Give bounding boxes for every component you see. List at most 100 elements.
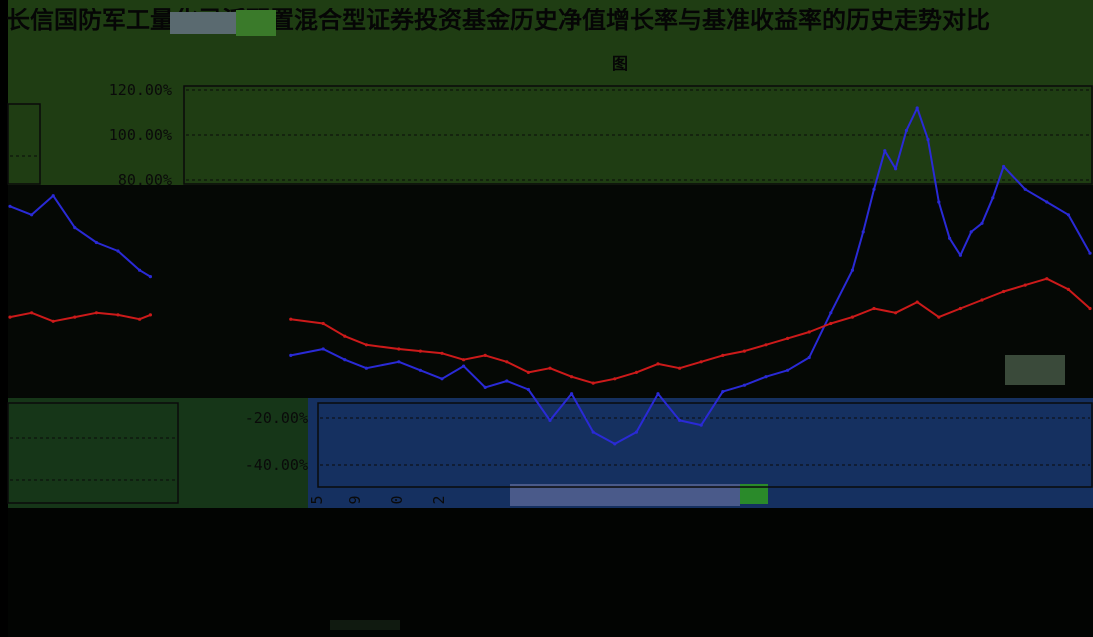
legend-frame-left <box>7 103 41 185</box>
data-point <box>343 334 347 338</box>
data-point <box>591 430 595 434</box>
data-point <box>948 236 952 240</box>
x-tick-label: 9 <box>346 495 364 504</box>
artifact-block <box>236 10 276 36</box>
data-point <box>786 368 790 372</box>
data-point <box>440 377 444 381</box>
data-point <box>1002 289 1006 294</box>
data-point <box>1088 251 1092 255</box>
data-point <box>8 204 12 208</box>
data-point <box>289 317 293 321</box>
data-point <box>656 392 660 396</box>
data-point <box>1088 306 1092 311</box>
data-point <box>699 423 703 427</box>
data-point <box>613 377 617 381</box>
data-point <box>483 353 487 357</box>
data-point <box>861 230 865 234</box>
data-point <box>991 196 995 200</box>
data-point <box>343 358 347 362</box>
data-point <box>548 366 552 370</box>
data-point <box>462 364 466 368</box>
data-point <box>289 353 293 357</box>
data-point <box>980 298 984 302</box>
chart-title-line-2: 图 <box>612 54 629 73</box>
series-line <box>290 107 1091 445</box>
data-point <box>94 311 98 315</box>
data-point <box>829 311 833 315</box>
data-point <box>116 313 120 317</box>
data-point <box>1023 283 1027 287</box>
data-point <box>894 311 898 315</box>
data-point <box>8 315 12 319</box>
data-point <box>1045 277 1049 281</box>
left-edge-strip <box>0 0 8 637</box>
data-point <box>397 360 401 364</box>
data-point <box>321 321 325 326</box>
y-tick-label: -40.00% <box>245 456 308 474</box>
data-point <box>526 387 531 392</box>
data-point <box>418 349 422 353</box>
data-point <box>1045 200 1049 204</box>
data-point <box>94 240 98 245</box>
data-point <box>116 249 120 253</box>
series-line <box>9 194 151 278</box>
data-point <box>958 253 963 257</box>
data-point <box>850 315 855 319</box>
data-point <box>51 319 55 323</box>
data-point <box>786 336 790 340</box>
data-point <box>1066 213 1070 217</box>
data-point <box>742 383 747 387</box>
data-point <box>656 362 660 366</box>
data-point <box>148 275 152 279</box>
artifact-block <box>510 484 740 506</box>
data-point <box>364 366 368 370</box>
data-point <box>764 375 768 379</box>
data-point <box>634 370 639 374</box>
data-point <box>872 187 876 191</box>
plot-background-lower-left <box>8 398 308 508</box>
y-tick-label: 80.00% <box>118 171 172 189</box>
y-tick-label: 120.00% <box>109 81 172 99</box>
plot-frame-upper <box>183 85 1093 185</box>
data-point <box>764 343 768 347</box>
data-point <box>883 149 887 153</box>
data-point <box>969 230 973 234</box>
y-tick-label: 100.00% <box>109 126 172 144</box>
data-point <box>937 315 941 319</box>
artifact-block <box>1005 355 1065 385</box>
data-point <box>570 392 574 396</box>
data-point <box>634 430 639 434</box>
plot-background-bottom <box>8 508 1093 637</box>
data-point <box>678 418 682 422</box>
data-point <box>613 442 617 446</box>
data-point <box>591 381 595 385</box>
artifact-block <box>330 620 400 630</box>
data-point <box>148 313 152 317</box>
x-tick-label: 2 <box>430 495 448 504</box>
data-point <box>73 226 77 230</box>
data-point <box>937 200 941 204</box>
data-point <box>505 360 509 364</box>
data-point <box>30 213 34 217</box>
data-point <box>807 330 811 334</box>
data-point <box>721 353 725 357</box>
data-point <box>850 268 855 272</box>
data-point <box>548 418 552 422</box>
data-point <box>138 317 142 321</box>
data-point <box>926 137 930 142</box>
data-point <box>980 221 984 225</box>
data-point <box>699 360 703 364</box>
data-point <box>397 347 401 351</box>
data-point <box>958 306 963 311</box>
plot-frame-lower <box>317 402 1093 488</box>
data-point <box>1002 164 1006 169</box>
data-point <box>721 390 725 394</box>
data-point <box>462 358 466 362</box>
artifact-block <box>740 484 768 504</box>
data-point <box>915 300 919 304</box>
data-point <box>364 343 368 347</box>
data-point <box>678 366 682 370</box>
x-tick-label: 5 <box>308 495 326 504</box>
data-point <box>440 351 444 355</box>
